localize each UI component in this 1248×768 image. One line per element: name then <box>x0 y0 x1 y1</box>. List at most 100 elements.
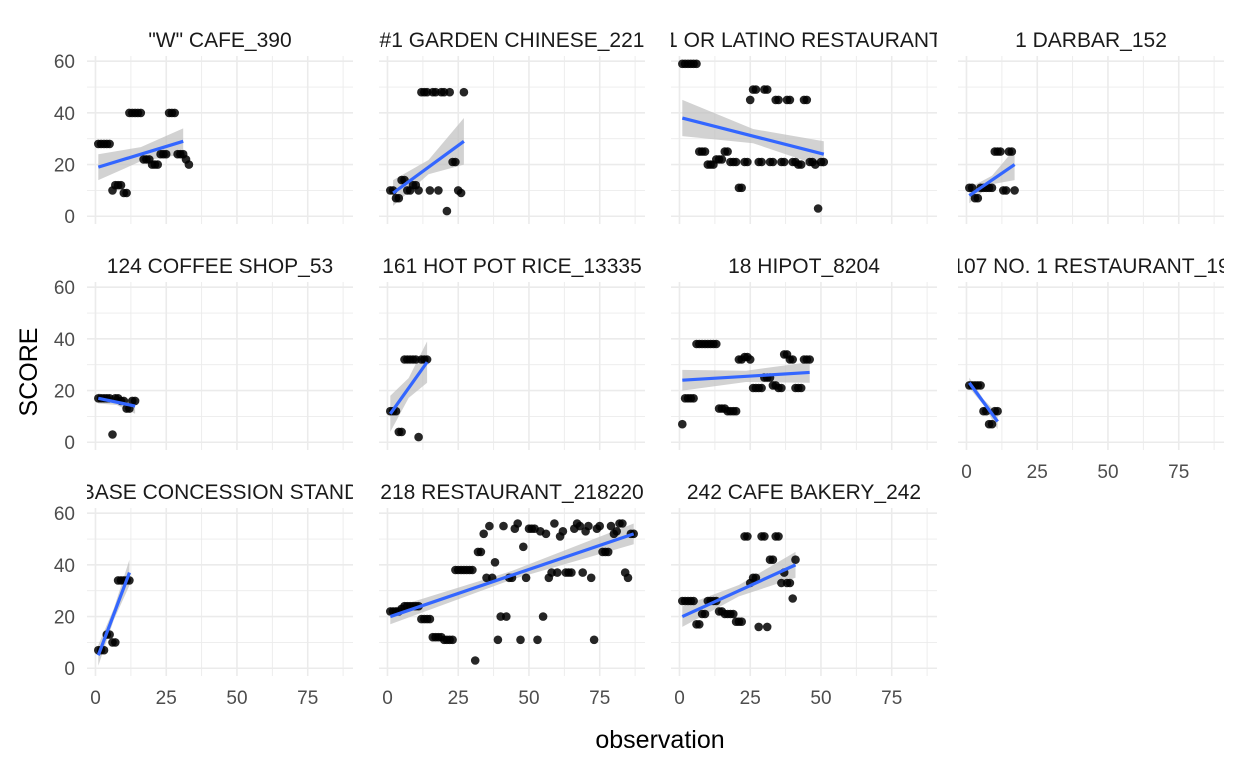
data-point <box>785 578 795 588</box>
facet-panel: "W" CAFE_390 <box>87 29 353 224</box>
data-point <box>448 635 457 645</box>
data-point <box>414 186 423 195</box>
data-point <box>731 157 741 167</box>
data-point <box>973 193 983 203</box>
data-point <box>757 383 766 393</box>
data-point <box>442 206 452 216</box>
data-point <box>1001 186 1011 195</box>
data-point <box>692 59 701 69</box>
data-point <box>751 85 761 94</box>
data-point <box>819 157 829 167</box>
data-point <box>470 656 480 665</box>
panel-plot-area <box>965 377 1002 430</box>
trend-line <box>392 140 465 195</box>
facet-title: 1 OR LATINO RESTAURANT <box>666 29 942 52</box>
y-tick-label: 40 <box>54 556 75 577</box>
trend-line <box>968 163 1016 197</box>
data-point <box>1007 147 1017 156</box>
facet-panel: BASE CONCESSION STAND <box>87 481 353 676</box>
data-point <box>184 160 194 169</box>
trend-line <box>97 139 184 169</box>
panel-grid <box>379 508 645 676</box>
data-point <box>502 612 511 621</box>
data-point <box>606 521 616 531</box>
facet-title: 18 HIPOT_8204 <box>728 255 880 278</box>
data-point <box>451 157 460 167</box>
x-tick-label: 25 <box>156 688 177 709</box>
data-point <box>105 139 114 149</box>
data-point <box>459 87 469 97</box>
data-point <box>479 529 489 539</box>
data-point <box>768 157 778 167</box>
data-point <box>533 635 542 645</box>
panel-plot-area <box>678 59 829 213</box>
data-point <box>550 519 559 528</box>
facet-title: 107 NO. 1 RESTAURANT_19 <box>952 255 1229 278</box>
data-point <box>805 355 814 364</box>
data-point <box>689 596 698 606</box>
x-axis-title: observation <box>595 726 724 754</box>
trend-line <box>968 381 999 423</box>
y-tick-label: 0 <box>64 659 75 680</box>
data-point <box>737 183 746 193</box>
data-point <box>456 188 466 198</box>
data-point <box>729 609 738 619</box>
data-point <box>558 527 568 536</box>
facet-title: 242 CAFE BAKERY_242 <box>687 481 921 504</box>
data-point <box>774 95 783 105</box>
data-point <box>394 193 404 203</box>
y-tick-label: 0 <box>64 207 75 228</box>
y-tick-label: 20 <box>54 382 75 403</box>
panels: "W" CAFE_390 #1 GARDEN CHINESE_221 1 OR LA… <box>87 29 1229 676</box>
data-point <box>414 432 423 442</box>
data-point <box>768 555 778 564</box>
data-point <box>717 155 727 164</box>
data-point <box>108 430 117 439</box>
panel-grid <box>87 508 353 676</box>
data-point <box>788 594 797 603</box>
panel-grid <box>87 282 353 450</box>
data-point <box>516 635 525 645</box>
data-point <box>779 157 789 167</box>
trend-line <box>682 370 810 382</box>
data-point <box>490 558 500 567</box>
data-point <box>774 532 783 541</box>
data-point <box>996 147 1005 156</box>
y-tick-label: 40 <box>54 330 75 351</box>
data-point <box>623 573 633 583</box>
facet-panel: 1 OR LATINO RESTAURANT <box>666 29 942 224</box>
facet-panel: #1 GARDEN CHINESE_221 <box>379 29 645 224</box>
facet-title: 124 COFFEE SHOP_53 <box>107 255 333 278</box>
data-point <box>967 183 977 193</box>
y-tick-label: 40 <box>54 104 75 125</box>
data-point <box>678 419 687 429</box>
data-point <box>754 622 763 632</box>
data-point <box>553 568 562 577</box>
data-point <box>445 87 455 97</box>
data-point <box>723 147 732 156</box>
data-point <box>757 157 766 167</box>
x-tick-label: 25 <box>1027 462 1048 483</box>
data-point <box>578 568 587 577</box>
data-point <box>519 542 528 552</box>
x-tick-label: 25 <box>740 688 761 709</box>
x-tick-label: 75 <box>297 688 318 709</box>
data-point <box>584 521 593 531</box>
data-point <box>425 614 435 624</box>
axis-ticks: 0 20 40 60 0 20 40 60 0 20 40 60 0 25 50 75 0 25 50 75 0 25 50… <box>54 52 1189 709</box>
data-point <box>987 183 997 193</box>
panel-plot-area <box>965 147 1019 204</box>
x-tick-label: 0 <box>674 688 685 709</box>
panel-grid <box>958 56 1224 224</box>
facet-panel: 107 NO. 1 RESTAURANT_19 <box>952 255 1229 450</box>
facet-panel: 218 RESTAURANT_218220 <box>379 481 645 676</box>
facet-panel: 1 DARBAR_152 <box>958 29 1224 224</box>
data-point <box>153 160 162 169</box>
data-point <box>586 573 596 583</box>
x-tick-label: 50 <box>1097 462 1118 483</box>
data-point <box>745 355 755 364</box>
data-point <box>987 419 997 429</box>
panel-plot-area <box>386 519 638 665</box>
x-tick-label: 0 <box>90 688 101 709</box>
